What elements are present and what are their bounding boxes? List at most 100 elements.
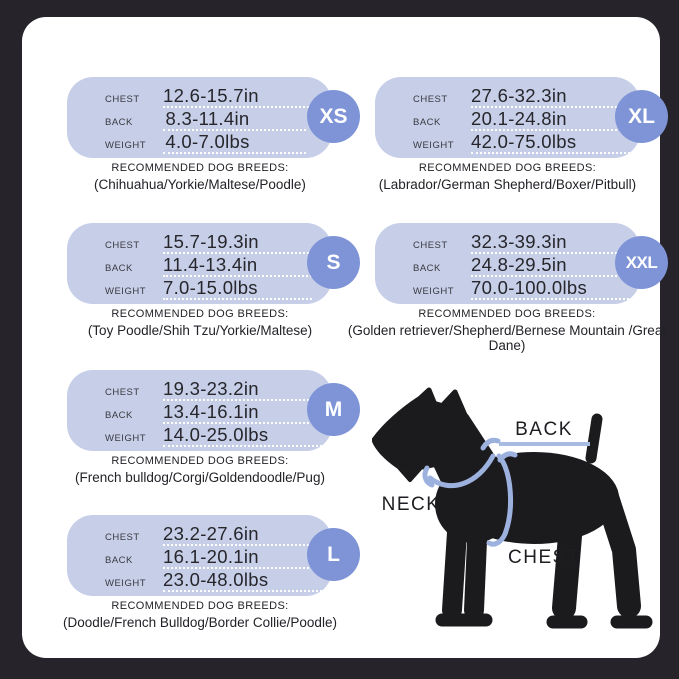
weight-label: WEIGHT (105, 578, 146, 589)
recommended-heading: RECOMMENDED DOG BREEDS: (111, 600, 289, 612)
size-card-l: CHEST 23.2-27.6in BACK 16.1-20.1in WEIGH… (67, 515, 360, 596)
weight-label: WEIGHT (413, 140, 454, 151)
chest-label: CHEST (105, 532, 140, 543)
breeds-block-xxl: RECOMMENDED DOG BREEDS: (Golden retrieve… (342, 308, 672, 353)
dog-measurement-diagram: BACK NECK CHEST (371, 382, 679, 672)
dog-front-leg (464, 508, 488, 620)
chest-label: CHEST (413, 94, 448, 105)
back-value: 8.3-11.4in (163, 109, 306, 131)
size-badge-s: S (307, 236, 360, 289)
breeds-list: (Doodle/French Bulldog/Border Collie/Poo… (63, 615, 337, 630)
weight-label: WEIGHT (105, 140, 146, 151)
back-row: BACK 16.1-20.1in (105, 547, 313, 570)
dog-beard (394, 460, 428, 482)
breeds-block-xs: RECOMMENDED DOG BREEDS: (Chihuahua/Yorki… (30, 162, 370, 192)
neck-band-end (422, 465, 435, 488)
breeds-list: (Toy Poodle/Shih Tzu/Yorkie/Maltese) (87, 323, 313, 338)
weight-row: WEIGHT 23.0-48.0lbs (105, 570, 323, 593)
back-value: 20.1-24.8in (471, 109, 621, 131)
size-badge-xs: XS (307, 90, 360, 143)
chest-row: CHEST 19.3-23.2in (105, 379, 313, 402)
chest-row: CHEST 15.7-19.3in (105, 232, 313, 255)
breeds-block-m: RECOMMENDED DOG BREEDS: (French bulldog/… (30, 455, 370, 485)
neck-measure-band (427, 453, 496, 489)
weight-value: 7.0-15.0lbs (163, 278, 312, 300)
breeds-block-xl: RECOMMENDED DOG BREEDS: (Labrador/German… (340, 162, 675, 192)
recommended-heading: RECOMMENDED DOG BREEDS: (111, 162, 289, 174)
chest-label: CHEST (105, 94, 140, 105)
chest-measure-band (486, 453, 514, 547)
weight-row: WEIGHT 7.0-15.0lbs (105, 278, 312, 301)
size-card-m: CHEST 19.3-23.2in BACK 13.4-16.1in WEIGH… (67, 370, 360, 451)
recommended-heading: RECOMMENDED DOG BREEDS: (111, 308, 289, 320)
size-chart-panel: CHEST 12.6-15.7in BACK 8.3-11.4in WEIGHT… (22, 17, 668, 658)
weight-row: WEIGHT 14.0-25.0lbs (105, 425, 323, 448)
size-badge-m: M (307, 383, 360, 436)
chest-value: 19.3-23.2in (163, 379, 313, 401)
chest-label: CHEST (105, 240, 140, 251)
weight-row: WEIGHT 4.0-7.0lbs (105, 132, 306, 155)
back-label: BACK (413, 263, 441, 274)
chest-row: CHEST 27.6-32.3in (413, 86, 621, 109)
chest-value: 27.6-32.3in (471, 86, 621, 108)
size-badge-l: L (307, 528, 360, 581)
chest-row: CHEST 23.2-27.6in (105, 524, 313, 547)
breeds-list: (Golden retriever/Shepherd/Bernese Mount… (347, 323, 667, 353)
weight-row: WEIGHT 42.0-75.0lbs (413, 132, 631, 155)
dog-rear-leg (552, 500, 584, 620)
size-card-s: CHEST 15.7-19.3in BACK 11.4-13.4in WEIGH… (67, 223, 360, 304)
size-card-xl: CHEST 27.6-32.3in BACK 20.1-24.8in WEIGH… (375, 77, 668, 158)
weight-label: WEIGHT (105, 433, 146, 444)
back-value: 13.4-16.1in (163, 402, 313, 424)
size-badge-xl: XL (615, 90, 668, 143)
chest-row: CHEST 32.3-39.3in (413, 232, 621, 255)
back-label: BACK (105, 117, 133, 128)
chest-value: 15.7-19.3in (163, 232, 313, 254)
recommended-heading: RECOMMENDED DOG BREEDS: (111, 455, 289, 467)
recommended-heading: RECOMMENDED DOG BREEDS: (418, 308, 596, 320)
back-row: BACK 11.4-13.4in (105, 255, 312, 278)
chest-label: CHEST (413, 240, 448, 251)
back-row: BACK 13.4-16.1in (105, 402, 313, 425)
dog-front-leg (442, 507, 468, 620)
chest-label: CHEST (105, 387, 140, 398)
back-row: BACK 20.1-24.8in (413, 109, 621, 132)
weight-value: 70.0-100.0lbs (471, 278, 642, 300)
back-label: BACK (105, 410, 133, 421)
weight-value: 42.0-75.0lbs (471, 132, 631, 154)
back-label: BACK (105, 263, 133, 274)
withers-band-arc (480, 437, 501, 451)
back-row: BACK 8.3-11.4in (105, 109, 306, 132)
breeds-list: (Labrador/German Shepherd/Boxer/Pitbull) (378, 177, 637, 192)
chest-value: 12.6-15.7in (163, 86, 313, 108)
weight-value: 4.0-7.0lbs (163, 132, 306, 154)
breeds-block-l: RECOMMENDED DOG BREEDS: (Doodle/French B… (30, 600, 370, 630)
chest-value: 32.3-39.3in (471, 232, 621, 254)
back-value: 11.4-13.4in (163, 255, 312, 277)
back-label: BACK (105, 555, 133, 566)
weight-value: 23.0-48.0lbs (163, 570, 323, 592)
diagram-back-label: BACK (515, 419, 573, 440)
size-badge-xxl: XXL (615, 236, 668, 289)
back-value: 24.8-29.5in (471, 255, 621, 277)
dog-tail (585, 413, 603, 464)
breeds-list: (Chihuahua/Yorkie/Maltese/Poodle) (94, 177, 306, 192)
back-row: BACK 24.8-29.5in (413, 255, 621, 278)
withers-band-arc (497, 451, 518, 463)
back-label: BACK (413, 117, 441, 128)
chest-row: CHEST 12.6-15.7in (105, 86, 313, 109)
size-card-xxl: CHEST 32.3-39.3in BACK 24.8-29.5in WEIGH… (375, 223, 668, 304)
weight-label: WEIGHT (413, 286, 454, 297)
diagram-chest-label: CHEST (508, 547, 580, 568)
dog-rear-leg (594, 482, 641, 618)
size-card-xs: CHEST 12.6-15.7in BACK 8.3-11.4in WEIGHT… (67, 77, 360, 158)
weight-label: WEIGHT (105, 286, 146, 297)
back-value: 16.1-20.1in (163, 547, 313, 569)
diagram-neck-label: NECK (382, 494, 441, 515)
recommended-heading: RECOMMENDED DOG BREEDS: (418, 162, 597, 174)
breeds-list: (French bulldog/Corgi/Goldendoodle/Pug) (75, 470, 325, 485)
breeds-block-s: RECOMMENDED DOG BREEDS: (Toy Poodle/Shih… (30, 308, 370, 338)
chest-value: 23.2-27.6in (163, 524, 313, 546)
weight-value: 14.0-25.0lbs (163, 425, 323, 447)
weight-row: WEIGHT 70.0-100.0lbs (413, 278, 642, 301)
